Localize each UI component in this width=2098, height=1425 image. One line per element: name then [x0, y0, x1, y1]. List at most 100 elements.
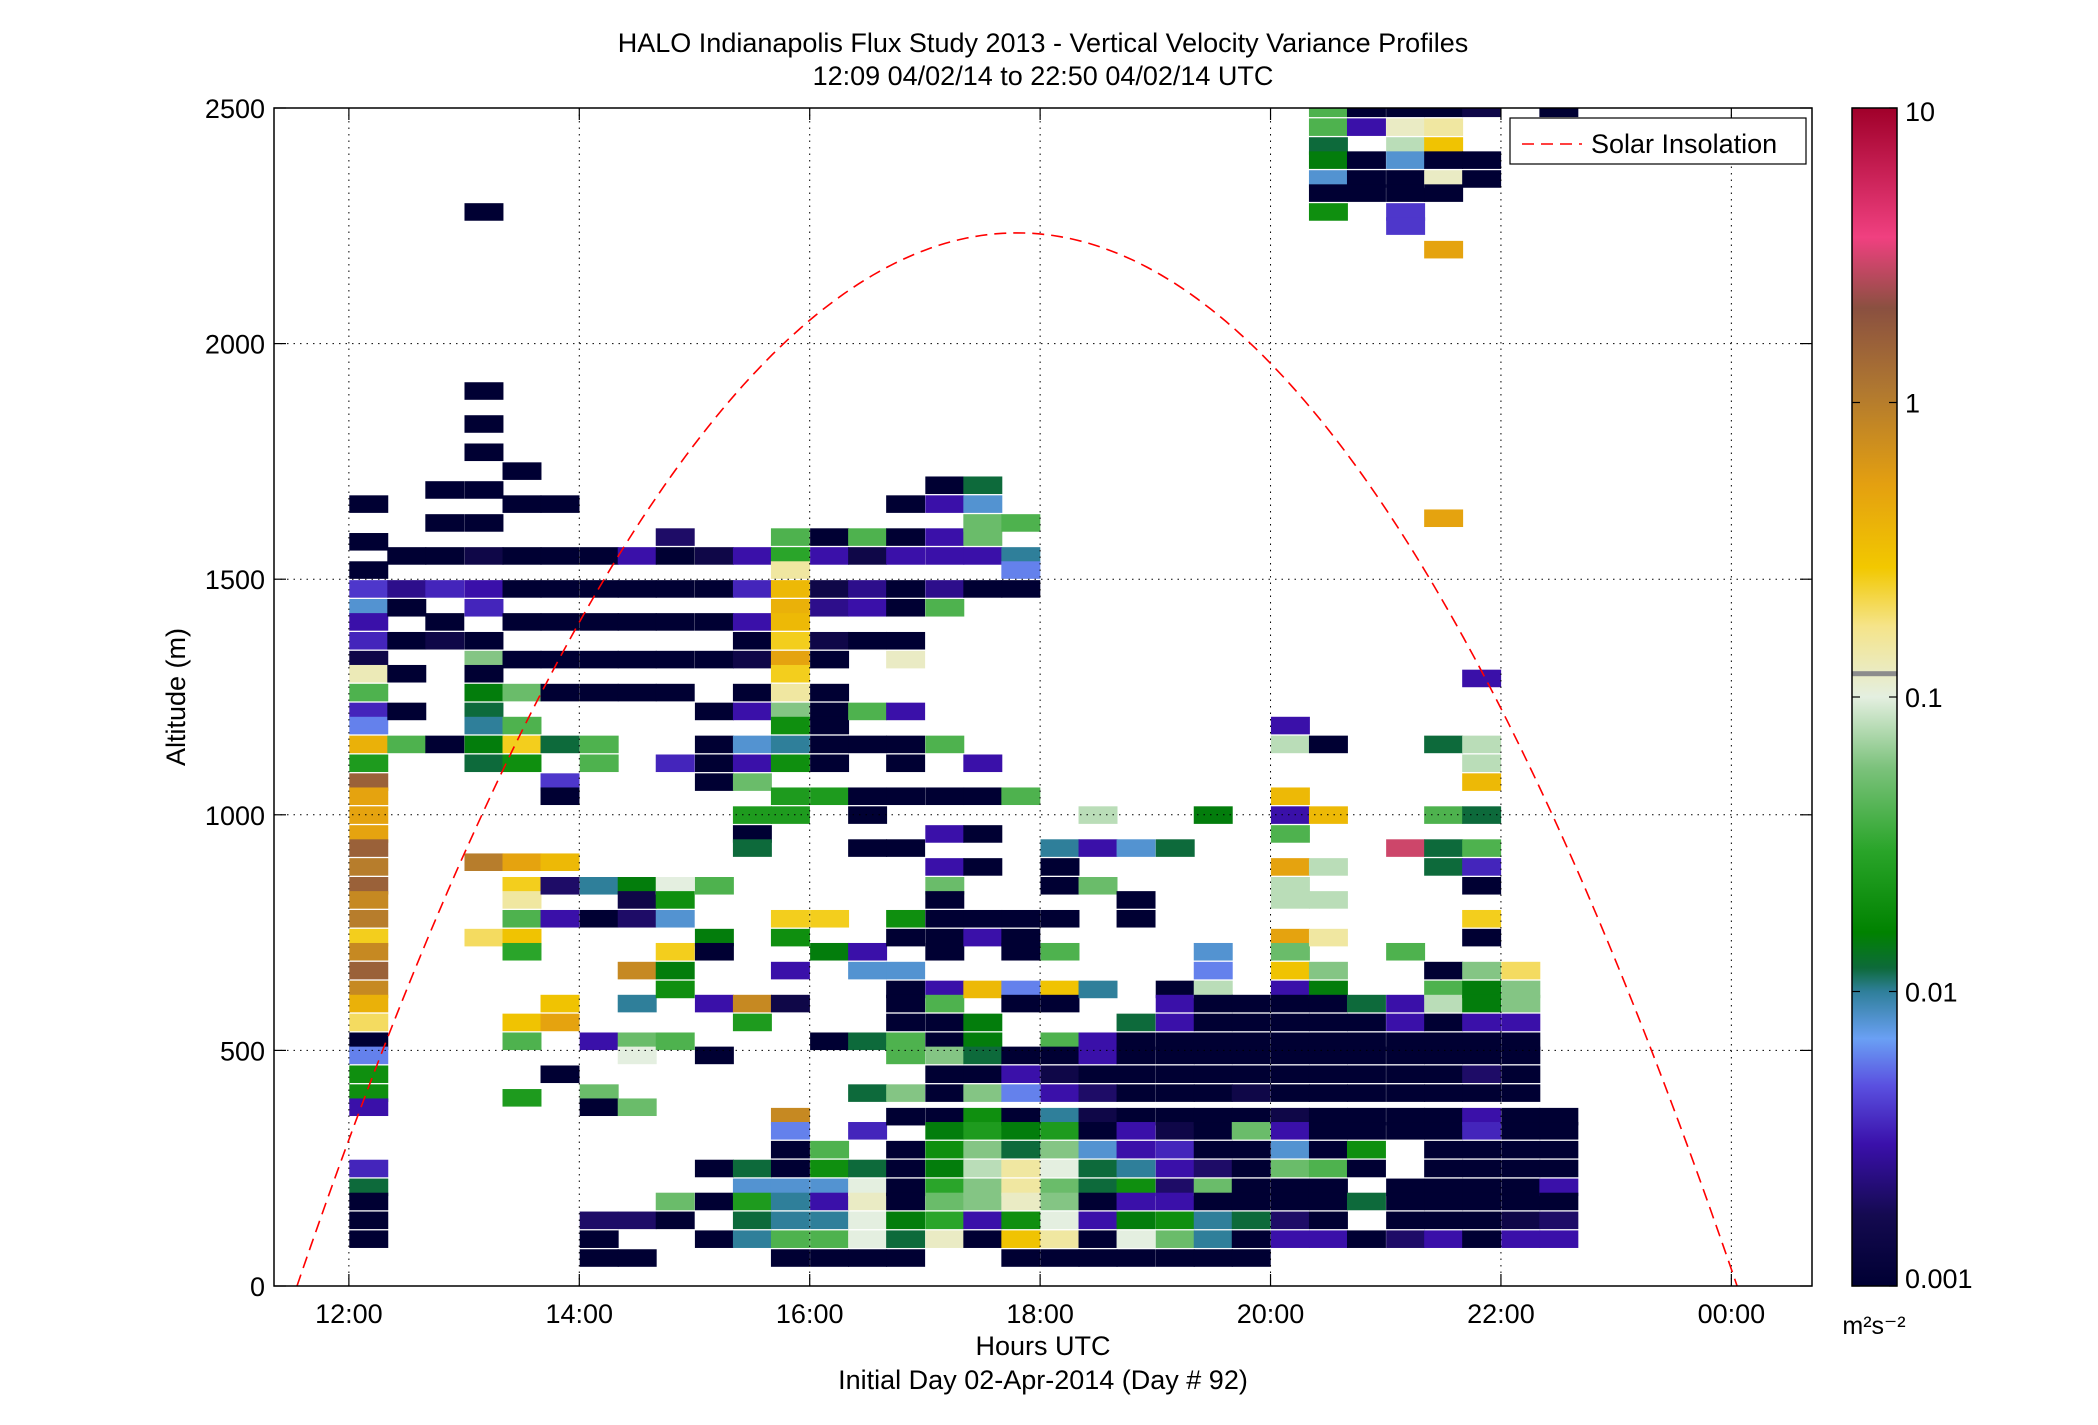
- heatmap-cell: [1386, 839, 1426, 857]
- heatmap-cell: [1116, 839, 1156, 857]
- heatmap-cell: [1078, 1230, 1118, 1248]
- heatmap-cell: [1386, 1122, 1426, 1140]
- heatmap-cell: [732, 773, 772, 791]
- heatmap-cell: [1001, 547, 1041, 565]
- heatmap-cell: [1231, 1211, 1271, 1230]
- heatmap-cell: [848, 787, 888, 806]
- x-tick-label: 00:00: [1698, 1299, 1766, 1329]
- heatmap-cell: [1424, 980, 1464, 999]
- heatmap-cell: [810, 1032, 850, 1051]
- heatmap-cell: [1040, 1178, 1080, 1197]
- heatmap-cell: [540, 994, 580, 1013]
- heatmap-cell: [770, 1140, 810, 1159]
- heatmap-cell: [502, 716, 542, 735]
- heatmap-cell: [886, 495, 926, 513]
- heatmap-cell: [349, 787, 389, 806]
- heatmap-cell: [655, 547, 695, 565]
- heatmap-cell: [770, 631, 810, 650]
- heatmap-cell: [349, 735, 389, 754]
- heatmap-cell: [886, 1084, 926, 1102]
- heatmap-cell: [1155, 980, 1195, 999]
- heatmap-cell: [770, 1178, 810, 1197]
- colorbar-tick-labels: 0.001 0.01 0.1 1 10: [1905, 97, 1973, 1294]
- heatmap-cell: [1231, 1192, 1271, 1211]
- heatmap-cell: [1231, 1230, 1271, 1248]
- heatmap-cell: [963, 514, 1003, 532]
- heatmap-cell: [1308, 1065, 1348, 1084]
- heatmap-cell: [1386, 170, 1426, 188]
- heatmap-cell: [1270, 1046, 1310, 1065]
- heatmap-cell: [1346, 1084, 1386, 1102]
- heatmap-cell: [1231, 1249, 1271, 1267]
- heatmap-cell: [1078, 806, 1118, 824]
- heatmap-cell: [770, 650, 810, 669]
- heatmap-cell: [1116, 1192, 1156, 1211]
- heatmap-cell: [1040, 1032, 1080, 1051]
- heatmap-cell: [925, 980, 965, 999]
- heatmap-cell: [732, 1178, 772, 1197]
- heatmap-cell: [1462, 1159, 1502, 1178]
- heatmap-cell: [810, 735, 850, 754]
- heatmap-cell: [770, 1122, 810, 1140]
- heatmap-cell: [540, 547, 580, 565]
- heatmap-cell: [732, 825, 772, 843]
- heatmap-cell: [349, 702, 389, 721]
- heatmap-cell: [848, 1249, 888, 1267]
- heatmap-cell: [1462, 1107, 1502, 1126]
- heatmap-cell: [1155, 1140, 1195, 1159]
- heatmap-cell: [1346, 1159, 1386, 1178]
- heatmap-cell: [464, 580, 504, 598]
- heatmap-cell: [1424, 1084, 1464, 1102]
- legend-label-solar: Solar Insolation: [1591, 129, 1777, 159]
- heatmap-cell: [349, 1013, 389, 1032]
- heatmap-cell: [1424, 858, 1464, 876]
- heatmap-cell: [1308, 118, 1348, 136]
- heatmap-cell: [1308, 961, 1348, 980]
- heatmap-cell: [1308, 1178, 1348, 1197]
- heatmap-cell: [540, 495, 580, 513]
- heatmap-cell: [464, 415, 504, 433]
- heatmap-cell: [886, 1013, 926, 1032]
- heatmap-cell: [579, 613, 619, 631]
- heatmap-cell: [1270, 928, 1310, 947]
- heatmap-cell: [963, 1192, 1003, 1211]
- heatmap-cell: [770, 754, 810, 773]
- heatmap-cell: [963, 528, 1003, 546]
- heatmap-cell: [1501, 994, 1541, 1013]
- heatmap-cell: [655, 613, 695, 631]
- heatmap-cell: [886, 754, 926, 773]
- heatmap-cell: [1040, 1046, 1080, 1065]
- heatmap-cell: [1193, 1211, 1233, 1230]
- heatmap-cell: [349, 1065, 389, 1084]
- heatmap-cell: [963, 1159, 1003, 1178]
- heatmap-cell: [770, 994, 810, 1013]
- heatmap-cell: [925, 547, 965, 565]
- heatmap-cell: [1193, 1013, 1233, 1032]
- heatmap-cell: [617, 650, 657, 669]
- heatmap-cell: [1040, 1122, 1080, 1140]
- heatmap-cell: [1270, 735, 1310, 754]
- heatmap-cell: [1155, 1230, 1195, 1248]
- heatmap-cell: [1462, 1032, 1502, 1051]
- colorbar-tick-label: 10: [1905, 97, 1935, 127]
- heatmap-cell: [1386, 1107, 1426, 1126]
- heatmap-cell: [963, 1107, 1003, 1126]
- heatmap-cell: [1040, 1230, 1080, 1248]
- heatmap-cell: [349, 561, 389, 579]
- heatmap-cell: [810, 1140, 850, 1159]
- heatmap-cell: [1193, 1230, 1233, 1248]
- heatmap-cell: [502, 754, 542, 773]
- heatmap-cell: [1346, 1032, 1386, 1051]
- heatmap-cell: [770, 580, 810, 598]
- heatmap-cell: [1001, 1065, 1041, 1084]
- heatmap-cell: [1501, 1140, 1541, 1159]
- heatmap-cell: [540, 787, 580, 806]
- heatmap-cell: [1501, 1046, 1541, 1065]
- heatmap-cell: [1040, 1159, 1080, 1178]
- heatmap-cell: [963, 580, 1003, 598]
- heatmap-cell: [886, 1211, 926, 1230]
- heatmap-cell: [1001, 1107, 1041, 1126]
- heatmap-cell: [1270, 1122, 1310, 1140]
- heatmap-cell: [694, 994, 734, 1013]
- heatmap-cell: [925, 1140, 965, 1159]
